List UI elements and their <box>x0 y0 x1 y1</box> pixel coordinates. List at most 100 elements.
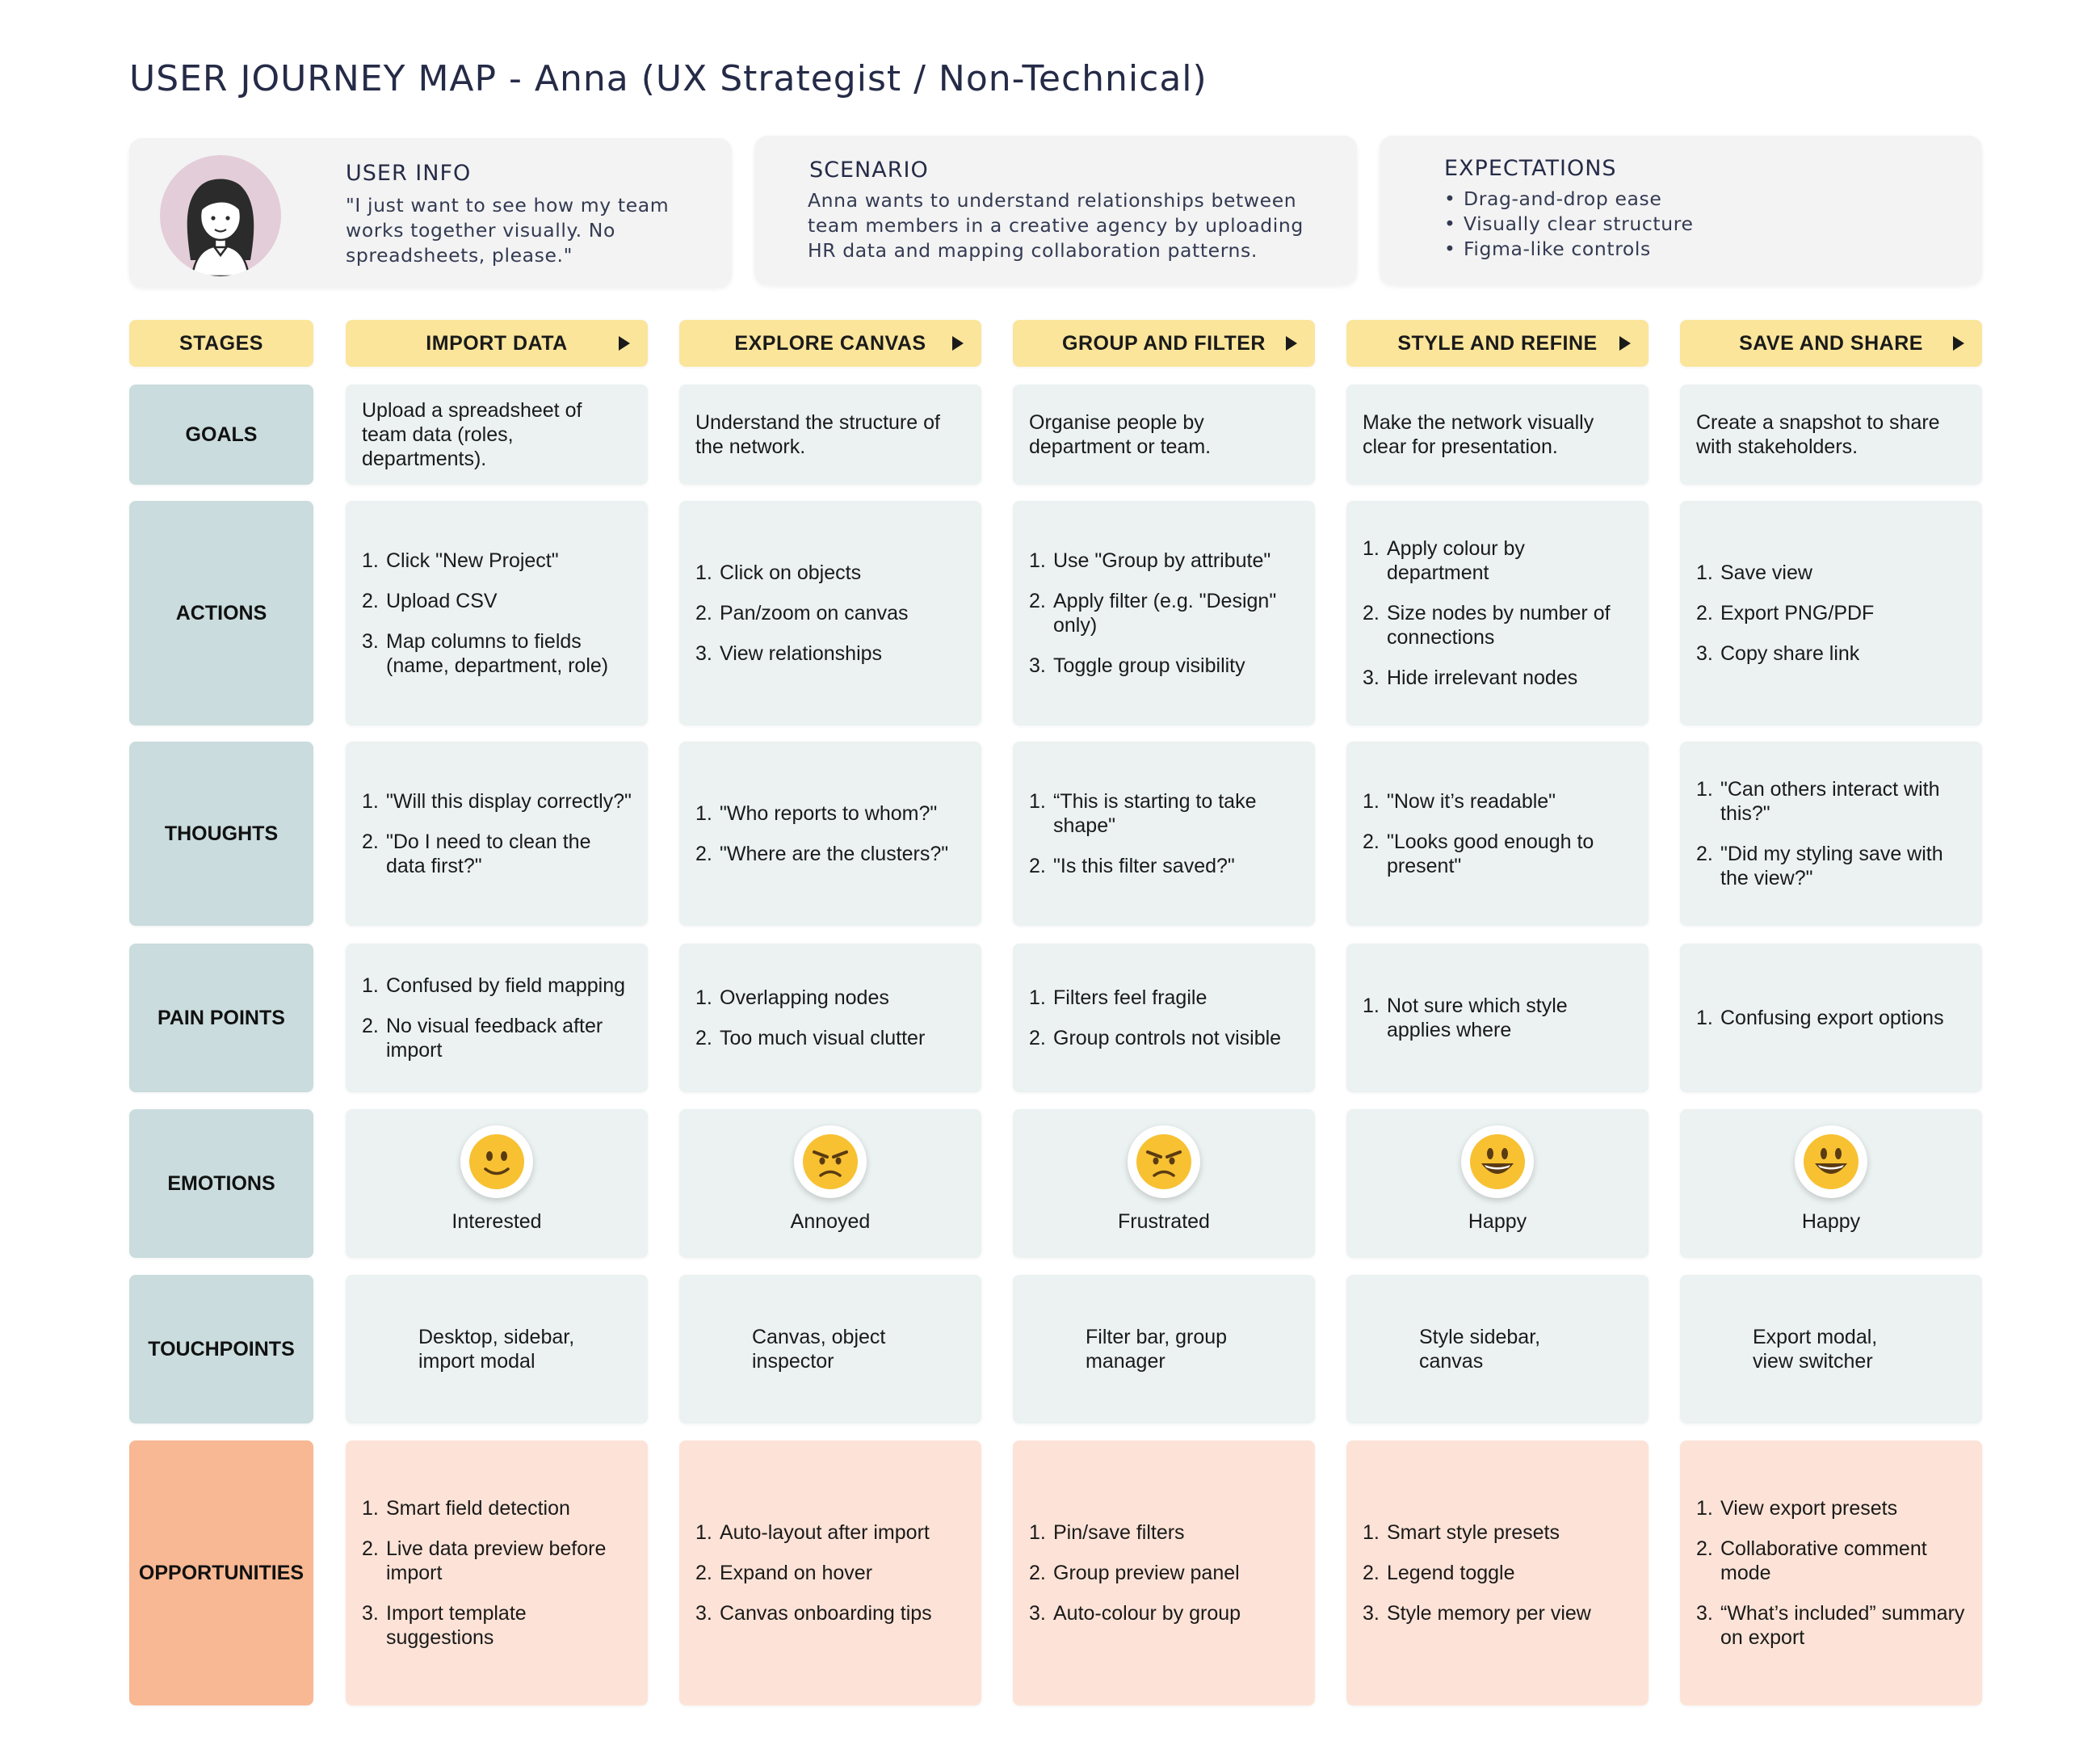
scenario-heading: SCENARIO <box>809 158 929 183</box>
list-item: 1. Filters feel fragile <box>1029 986 1208 1009</box>
list-item: 2. Export PNG/PDF <box>1696 602 1875 624</box>
emotion-label: Interested <box>452 1210 542 1233</box>
list-item: 2. Legend toggle <box>1363 1562 1515 1584</box>
touchpoints-text: Export modal, view switcher <box>1753 1326 1878 1373</box>
thoughts-import-data: 1. "Will this display correctly?" 2. "Do I… <box>346 742 648 926</box>
list-item: 1. Confusing export options <box>1696 1007 1944 1029</box>
stage-group-and-filter[interactable]: GROUP AND FILTER <box>1013 320 1315 367</box>
list-item: 2. Apply filter (e.g. "Design" only) <box>1029 590 1277 637</box>
stage-explore-canvas[interactable]: EXPLORE CANVAS <box>679 320 981 367</box>
user-info-heading: USER INFO <box>346 161 472 186</box>
list-item: 2. No visual feedback after import <box>362 1015 603 1062</box>
user-info-card: USER INFO "I just want to see how my tea… <box>129 138 732 288</box>
goal-text: Make the network visually clear for pres… <box>1363 411 1594 458</box>
list-item: 3. Hide irrelevant nodes <box>1363 667 1578 689</box>
stage-save-and-share[interactable]: SAVE AND SHARE <box>1680 320 1982 367</box>
thoughts-save-and-share: 1. "Can others interact with this?" 2. "Did… <box>1680 742 1982 926</box>
list-item: 1. Save view <box>1696 561 1812 584</box>
scenario-text: Anna wants to understand relationships b… <box>808 189 1304 262</box>
list-item: 3. “What’s included” summary on export <box>1696 1602 1965 1649</box>
list-item: 2. Too much visual clutter <box>695 1027 926 1049</box>
list-item: 3. Copy share link <box>1696 642 1860 665</box>
touchpoints-text: Style sidebar, canvas <box>1419 1326 1541 1373</box>
touchpoints-text: Canvas, object inspector <box>752 1326 886 1373</box>
play-arrow-icon <box>1953 336 1964 351</box>
list-item: 2. Size nodes by number of connections <box>1363 602 1611 649</box>
list-item: 2. "Did my styling save with the view?" <box>1696 843 1943 889</box>
list-item: 2. Group preview panel <box>1029 1562 1240 1584</box>
list-item: 2. "Do I need to clean the data first?" <box>362 831 591 877</box>
list-item: 1. Smart field detection <box>362 1497 570 1520</box>
list-item: 3. Auto-colour by group <box>1029 1602 1241 1625</box>
slightly-smiling-face-icon <box>460 1125 533 1198</box>
expectation-item: Visually clear structure <box>1444 212 1694 237</box>
stage-label: IMPORT DATA <box>426 331 568 355</box>
actions-save-and-share: 1. Save view 2. Export PNG/PDF 3. Copy share … <box>1680 501 1982 725</box>
emotion-label: Annoyed <box>790 1210 871 1233</box>
row-header-opportunities: OPPORTUNITIES <box>129 1440 313 1705</box>
list-item: 2. Upload CSV <box>362 590 498 612</box>
list-item: 2. Group controls not visible <box>1029 1027 1282 1049</box>
touchpoints-style-and-refine: Style sidebar, canvas <box>1346 1275 1648 1423</box>
list-item: 1. Click on objects <box>695 561 862 584</box>
touchpoints-text: Filter bar, group manager <box>1086 1326 1228 1373</box>
stage-style-and-refine[interactable]: STYLE AND REFINE <box>1346 320 1648 367</box>
list-item: 3. Canvas onboarding tips <box>695 1602 932 1625</box>
row-header-touchpoints: TOUCHPOINTS <box>129 1275 313 1423</box>
list-item: 2. Collaborative comment mode <box>1696 1537 1927 1584</box>
opportunities-group-and-filter: 1. Pin/save filters 2. Group preview panel 3… <box>1013 1440 1315 1705</box>
list-item: 1. Use "Group by attribute" <box>1029 549 1271 572</box>
emotion-explore-canvas: Annoyed <box>679 1109 981 1258</box>
pain-points-import-data: 1. Confused by field mapping 2. No visual … <box>346 944 648 1092</box>
expectations-list: Drag-and-drop ease Visually clear struct… <box>1444 187 1694 262</box>
opportunities-style-and-refine: 1. Smart style presets 2. Legend toggle 3. St… <box>1346 1440 1648 1705</box>
list-item: 1. Confused by field mapping <box>362 974 626 997</box>
list-item: 2. Live data preview before import <box>362 1537 607 1584</box>
goal-explore-canvas: Understand the structure of the network. <box>679 385 981 485</box>
goal-save-and-share: Create a snapshot to share with stakehol… <box>1680 385 1982 485</box>
stage-label: STYLE AND REFINE <box>1397 331 1598 355</box>
list-item: 1. Click "New Project" <box>362 549 559 572</box>
thoughts-group-and-filter: 1. “This is starting to take shape" 2. "Is… <box>1013 742 1315 926</box>
list-item: 2. Pan/zoom on canvas <box>695 602 909 624</box>
page-title: USER JOURNEY MAP - Anna (UX Strategist /… <box>129 58 1208 99</box>
emotion-label: Happy <box>1801 1210 1861 1233</box>
list-item: 3. Toggle group visibility <box>1029 654 1245 677</box>
touchpoints-import-data: Desktop, sidebar, import modal <box>346 1275 648 1423</box>
list-item: 1. "Will this display correctly?" <box>362 790 632 813</box>
pain-points-save-and-share: 1. Confusing export options <box>1680 944 1982 1092</box>
list-item: 3. Map columns to fields (name, departmen… <box>362 630 609 677</box>
play-arrow-icon <box>619 336 630 351</box>
goal-text: Create a snapshot to share with stakehol… <box>1696 411 1940 458</box>
touchpoints-save-and-share: Export modal, view switcher <box>1680 1275 1982 1423</box>
emotion-import-data: Interested <box>346 1109 648 1258</box>
list-item: 1. "Who reports to whom?" <box>695 802 938 825</box>
touchpoints-text: Desktop, sidebar, import modal <box>418 1326 575 1373</box>
stage-import-data[interactable]: IMPORT DATA <box>346 320 648 367</box>
pain-points-style-and-refine: 1. Not sure which style applies where <box>1346 944 1648 1092</box>
angry-face-icon <box>1128 1125 1200 1198</box>
stages-header: STAGES <box>129 320 313 367</box>
opportunities-save-and-share: 1. View export presets 2. Collaborative com… <box>1680 1440 1982 1705</box>
expectation-item: Figma-like controls <box>1444 237 1694 262</box>
touchpoints-explore-canvas: Canvas, object inspector <box>679 1275 981 1423</box>
pain-points-group-and-filter: 1. Filters feel fragile 2. Group controls n… <box>1013 944 1315 1092</box>
scenario-card: SCENARIO Anna wants to understand relati… <box>754 136 1357 285</box>
row-header-goals: GOALS <box>129 385 313 485</box>
play-arrow-icon <box>1619 336 1631 351</box>
avatar-illustration <box>160 155 281 276</box>
list-item: 3. View relationships <box>695 642 883 665</box>
list-item: 2. "Where are the clusters?" <box>695 843 949 865</box>
goal-text: Upload a spreadsheet of team data (roles… <box>362 399 582 470</box>
list-item: 1. View export presets <box>1696 1497 1898 1520</box>
list-item: 2. "Looks good enough to present" <box>1363 831 1594 877</box>
goal-text: Understand the structure of the network. <box>695 411 940 458</box>
row-header-emotions: EMOTIONS <box>129 1109 313 1258</box>
angry-face-icon <box>794 1125 867 1198</box>
stage-label: SAVE AND SHARE <box>1739 331 1923 355</box>
pain-points-explore-canvas: 1. Overlapping nodes 2. Too much visual cl… <box>679 944 981 1092</box>
thoughts-explore-canvas: 1. "Who reports to whom?" 2. "Where are th… <box>679 742 981 926</box>
expectations-card: EXPECTATIONS Drag-and-drop ease Visually… <box>1380 136 1982 285</box>
expectation-item: Drag-and-drop ease <box>1444 187 1694 212</box>
